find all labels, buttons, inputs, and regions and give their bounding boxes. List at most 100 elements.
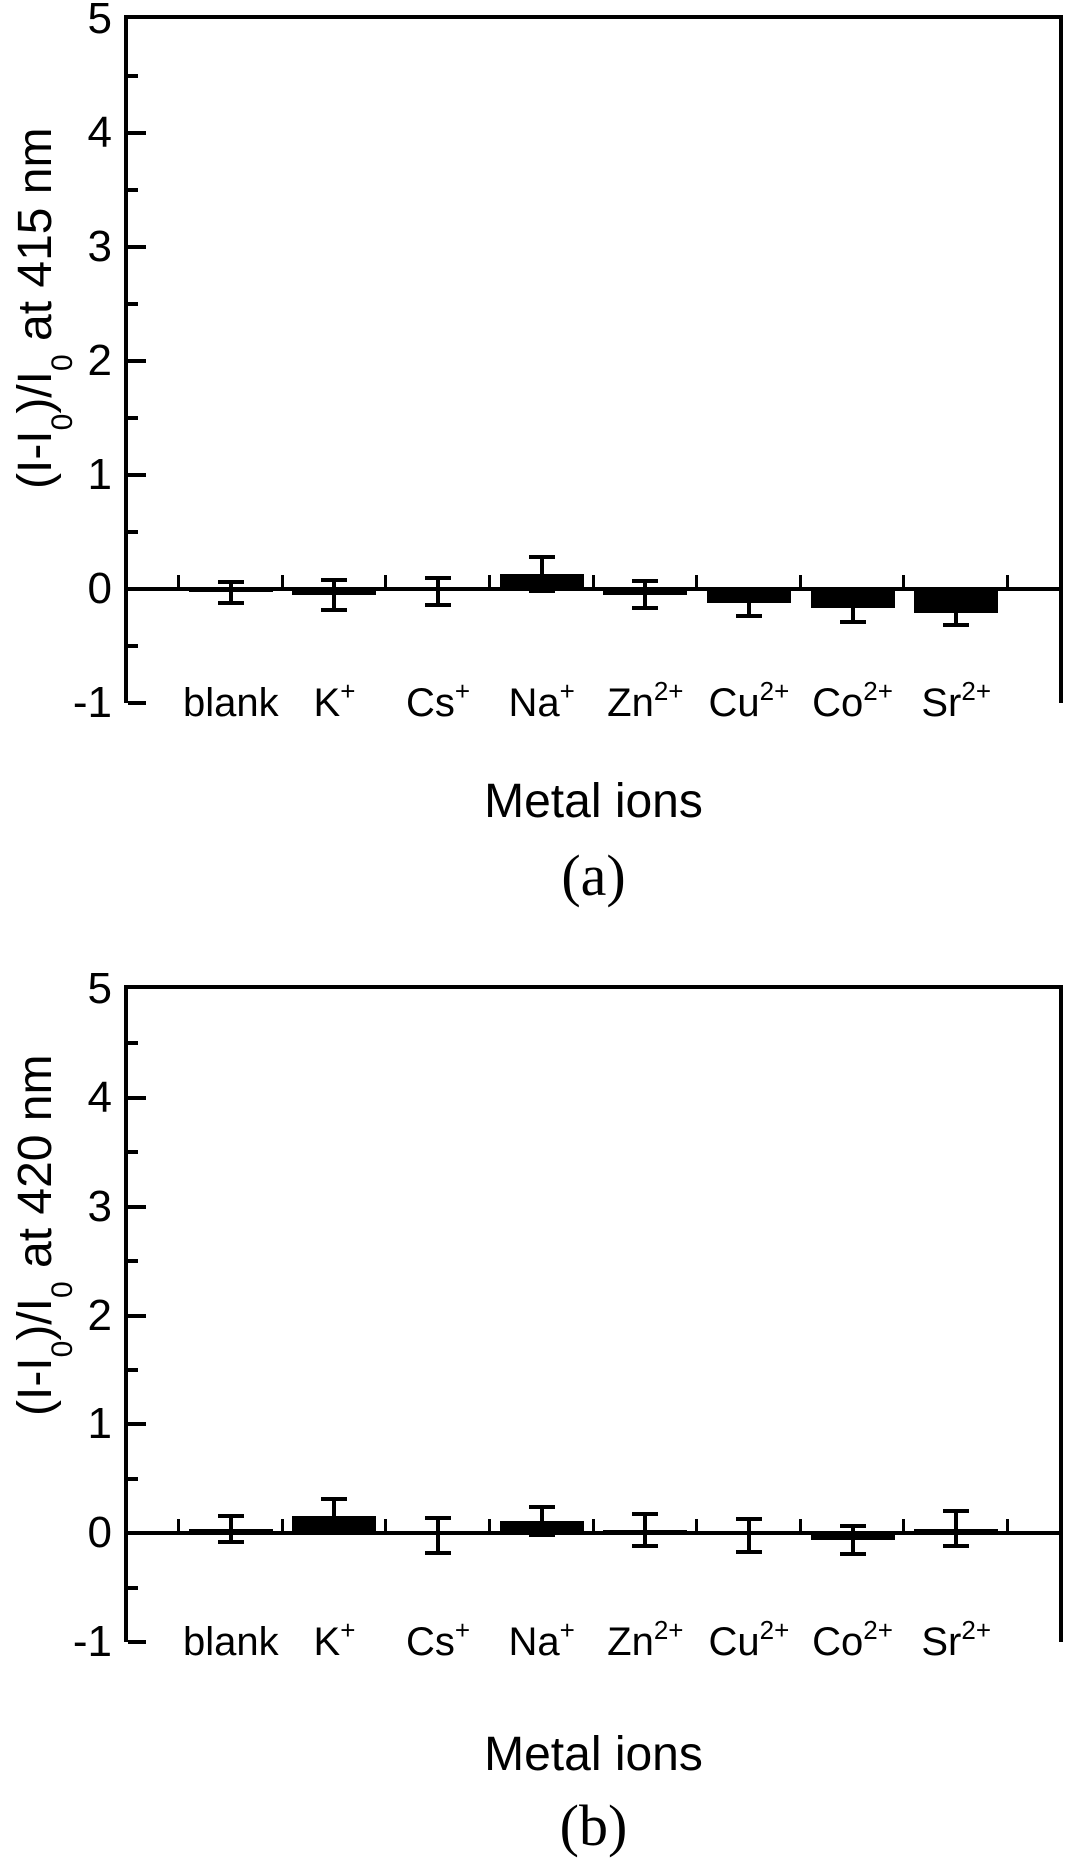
error-cap-top-blank <box>217 580 244 585</box>
error-bar-Zn2+ <box>643 581 648 609</box>
error-bar-Cu2+ <box>746 1519 751 1552</box>
error-bar-blank <box>228 1515 233 1542</box>
plot-area-b: blank K+ Cs+ Na+ Zn2+ Cu2+ Co2+ Sr2+ <box>124 985 1063 1664</box>
error-cap-bottom-K+ <box>321 607 348 612</box>
y-major-tick <box>128 1204 146 1209</box>
y-minor-tick <box>128 74 138 78</box>
y-axis-title-subscript: 0 <box>45 413 79 431</box>
y-major-tick <box>128 1531 146 1536</box>
category-label-superscript: + <box>340 1615 356 1645</box>
category-label-base: blank <box>183 681 279 725</box>
error-bar-Sr2+ <box>954 1511 959 1547</box>
y-minor-tick <box>128 1259 138 1264</box>
error-cap-bottom-Na+ <box>528 1533 555 1538</box>
category-label-base: blank <box>183 1620 279 1664</box>
plot-area-a: blank K+ Cs+ Na+ Zn2+ Cu2+ Co2+ Sr2+ <box>124 15 1063 725</box>
error-bar-Cs+ <box>436 577 441 605</box>
category-label-superscript: 2+ <box>961 676 992 706</box>
y-axis-title-part: )/I <box>9 371 62 414</box>
y-axis-title-part: at 420 nm <box>9 1054 62 1282</box>
y-minor-tick <box>128 644 138 648</box>
bar-Co2+ <box>810 1533 895 1540</box>
category-label-Sr2+: Sr2+ <box>886 1614 1026 1670</box>
y-major-tick <box>128 701 146 705</box>
x-boundary-tick <box>902 575 906 589</box>
y-major-tick <box>128 473 146 477</box>
bar-Co2+ <box>810 589 895 609</box>
y-minor-tick <box>128 416 138 420</box>
y-minor-tick <box>128 1585 138 1590</box>
y-axis-title-subscript: 0 <box>45 1281 79 1299</box>
category-label-base: Co <box>812 1620 864 1664</box>
category-label-Cs+: Cs+ <box>368 675 508 731</box>
chart-caption-b: (b) <box>559 1793 628 1858</box>
y-axis-title-part: at 415 nm <box>9 127 62 355</box>
y-tick-label: 3 <box>87 1181 112 1231</box>
error-cap-bottom-Co2+ <box>839 620 866 625</box>
x-boundary-tick <box>591 1519 595 1534</box>
y-minor-tick <box>128 1150 138 1155</box>
y-minor-tick <box>128 1041 138 1046</box>
x-axis-zero-line <box>128 1531 1059 1536</box>
error-cap-bottom-Sr2+ <box>943 623 970 628</box>
y-axis-title-subscript: 0 <box>45 1340 79 1358</box>
y-tick-label: 2 <box>87 336 112 385</box>
y-tick-label: 1 <box>87 1399 112 1449</box>
category-label-Cu2+: Cu2+ <box>679 675 819 731</box>
error-cap-top-K+ <box>321 1497 348 1502</box>
category-label-Zn2+: Zn2+ <box>575 675 715 731</box>
category-label-superscript: 2+ <box>759 1615 790 1645</box>
error-cap-top-Na+ <box>528 1505 555 1510</box>
x-boundary-tick <box>1006 575 1009 589</box>
error-cap-bottom-K+ <box>321 1530 348 1535</box>
bar-Na+ <box>499 1521 584 1534</box>
x-boundary-tick <box>1006 1519 1009 1534</box>
x-boundary-tick <box>695 1519 699 1534</box>
y-major-tick <box>128 131 146 135</box>
x-boundary-tick <box>177 1519 180 1534</box>
error-bar-K+ <box>332 579 337 610</box>
y-minor-tick <box>128 302 138 306</box>
category-label-base: Na <box>508 681 560 725</box>
error-cap-top-Sr2+ <box>943 1509 970 1514</box>
y-major-tick <box>128 1422 146 1427</box>
y-tick-label: 4 <box>87 1072 112 1122</box>
bar-blank <box>188 589 273 593</box>
category-label-K+: K+ <box>264 675 404 731</box>
error-cap-top-Sr2+ <box>943 598 970 603</box>
bar-Cu2+ <box>706 589 791 603</box>
x-boundary-tick <box>384 575 388 589</box>
error-cap-top-Cs+ <box>425 575 452 580</box>
category-label-superscript: 2+ <box>759 676 790 706</box>
bar-Na+ <box>499 574 584 589</box>
category-label-Zn2+: Zn2+ <box>575 1614 715 1670</box>
error-bar-Cs+ <box>436 1517 441 1553</box>
error-cap-top-Na+ <box>528 555 555 560</box>
y-axis-title-text: (I-I0)/I0 at 415 nm <box>8 127 79 489</box>
error-cap-bottom-Sr2+ <box>943 1544 970 1549</box>
bar-Cs+ <box>396 1533 481 1536</box>
error-bar-Co2+ <box>850 594 855 623</box>
category-label-Sr2+: Sr2+ <box>886 675 1026 731</box>
error-bar-K+ <box>332 1499 337 1533</box>
error-cap-bottom-Cs+ <box>425 1550 452 1555</box>
bar-Zn2+ <box>603 1529 688 1534</box>
y-major-tick <box>128 587 146 591</box>
error-cap-top-Co2+ <box>839 1523 866 1528</box>
error-bar-Sr2+ <box>954 600 959 626</box>
error-bar-Na+ <box>539 557 544 592</box>
y-tick-label: 3 <box>87 222 112 271</box>
y-tick-label: -1 <box>72 678 112 727</box>
category-label-Cs+: Cs+ <box>368 1614 508 1670</box>
category-label-superscript: + <box>454 1615 471 1645</box>
x-boundary-tick <box>798 1519 802 1534</box>
error-bar-Co2+ <box>850 1525 855 1554</box>
y-minor-tick <box>128 1367 138 1372</box>
y-axis-title-part: )/I <box>9 1298 62 1341</box>
x-boundary-tick <box>902 1519 906 1534</box>
category-label-base: Cu <box>708 681 760 725</box>
error-cap-top-Cu2+ <box>735 587 762 591</box>
error-cap-top-blank <box>217 1513 244 1518</box>
